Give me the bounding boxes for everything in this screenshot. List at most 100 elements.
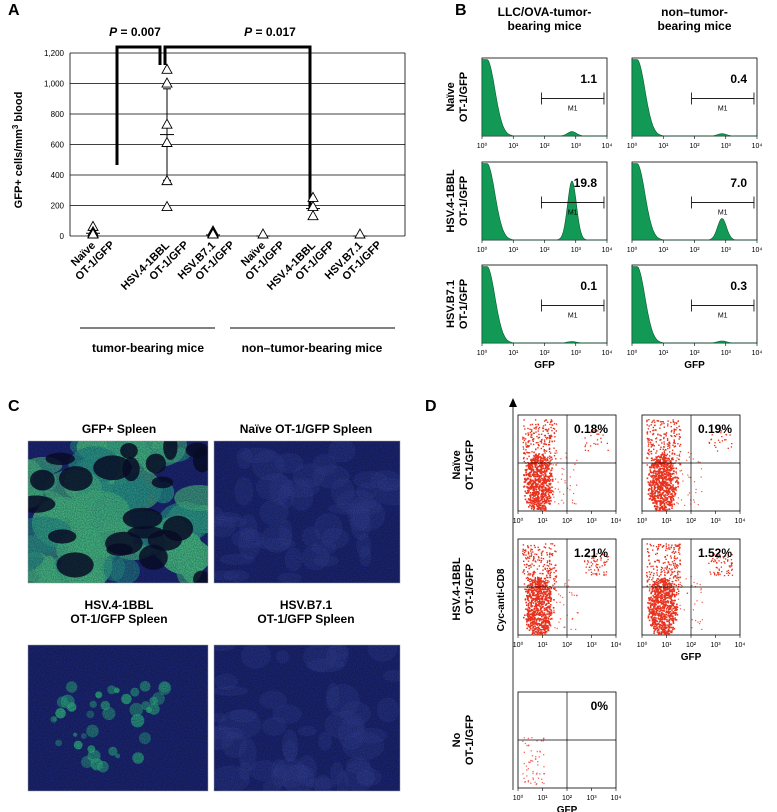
significance-bracket-2 [163,45,312,210]
gate-label: M1 [718,210,728,217]
gate-percent: 0.1 [580,279,597,293]
group-marks [353,228,367,239]
x-tick-label: 10¹ [508,350,519,357]
x-tick-label: 10⁰ [477,142,488,150]
row-label: HSV.4-1BBLOT-1/GFP [445,169,470,232]
x-tick-label: 10² [562,518,573,525]
x-tick-label: 10² [689,350,700,357]
group-label-nontumor: non–tumor-bearing mice [242,341,383,355]
panel-b-label: B [455,2,467,19]
x-category-label: HSV.4-1BBLOT-1/GFP [119,230,191,302]
gate-percent: 1.1 [580,72,597,86]
dot-plot: 0% 10⁰ 10¹ 10² 10³ 10⁴ GFP [513,691,621,812]
x-tick-label: 10² [539,350,550,357]
x-tick-label: 10¹ [537,518,548,525]
data-point [161,200,173,212]
micro-title-naive-spleen: Naïve OT-1/GFP Spleen [239,422,373,436]
dot-plot: 0.18% 10⁰ 10¹ 10² 10³ 10⁴ [513,414,621,525]
panel-a-ylabel: GFP+ cells/mm3 blood [11,92,25,209]
event-dots [522,543,609,636]
x-tick-label: 10² [539,247,550,254]
x-tick-label: 10⁰ [513,794,524,802]
x-tick-label: 10⁰ [637,641,648,649]
x-tick-label: 10⁰ [627,246,638,254]
x-tick-label: 10⁴ [602,350,613,357]
panel-c-label: C [8,398,20,415]
quadrant-percent: 1.21% [574,546,608,560]
x-tick-label: 10⁴ [735,642,746,649]
y-tick-label: 200 [51,202,65,211]
x-tick-label: 10³ [710,518,721,525]
y-tick-label: 800 [51,110,65,119]
micrograph-image [213,440,401,584]
data-point [161,77,173,88]
group-marks [256,228,270,239]
y-tick-label: 1,200 [44,49,65,58]
x-tick-label: 10⁰ [513,641,524,649]
x-tick-label: 10¹ [508,143,519,150]
data-point [161,136,173,147]
x-tick-label: 10² [562,642,573,649]
x-tick-label: 10⁰ [627,142,638,150]
data-point [161,174,173,186]
group-label-tumor: tumor-bearing mice [92,341,204,355]
data-point [87,228,99,239]
gate-label: M1 [568,210,578,217]
row-label: NoOT-1/GFP [451,715,476,765]
histogram-plot: M1 0.3 10⁰ 10¹ 10² 10³ 10⁴ GFP [627,264,763,371]
plot-frame [481,264,608,344]
gate-percent: 7.0 [730,176,747,190]
x-tick-label: 10¹ [661,518,672,525]
y-tick-label: 400 [51,171,65,180]
quadrant-percent: 0% [591,699,609,713]
event-dots [646,543,734,636]
x-tick-label: 10³ [721,247,732,254]
y-tick-label: 600 [51,141,65,150]
x-tick-label: 10³ [721,350,732,357]
x-tick-label: 10⁴ [752,247,763,254]
significance-bracket-1 [115,45,162,165]
data-point [161,118,173,129]
data-point [307,209,319,221]
gate-percent: 0.4 [730,72,747,86]
panel-d-dotplots: Cyc-anti-CD8 NaïveOT-1/GFP HSV.4-1BBLOT-1/… [451,398,746,812]
gate-percent: 0.3 [730,279,747,293]
x-tick-label: 10³ [586,795,597,802]
x-axis-label: GFP [557,805,578,812]
event-dots [522,737,545,786]
x-tick-label: 10² [686,518,697,525]
x-tick-label: 10⁰ [513,517,524,525]
data-point [354,228,366,239]
y-tick-label: 0 [60,232,65,241]
row-label: HSV.4-1BBLOT-1/GFP [451,557,476,620]
x-tick-label: 10⁰ [477,246,488,254]
x-tick-label: 10² [689,143,700,150]
dot-plot: 0.19% 10⁰ 10¹ 10² 10³ 10⁴ [637,414,746,525]
panel-b-histograms: LLC/OVA-tumor-bearing mice non–tumor-bear… [445,5,763,371]
x-tick-label: 10³ [571,350,582,357]
group-marks [306,191,320,221]
x-tick-label: 10⁰ [477,349,488,357]
x-tick-label: 10³ [586,518,597,525]
x-tick-label: 10⁴ [611,642,622,649]
data-point [161,63,173,74]
group-marks [86,220,100,239]
gate-label: M1 [718,313,728,320]
x-tick-label: 10⁴ [752,350,763,357]
histogram-plot: M1 7.0 10⁰ 10¹ 10² 10³ 10⁴ [627,161,763,254]
x-tick-label: 10⁴ [735,518,746,525]
x-tick-label: 10² [686,642,697,649]
panel-a-chart: GFP+ cells/mm3 blood P = 0.007 P = 0.017… [11,25,406,355]
plot-frame [631,161,758,241]
quadrant-percent: 0.18% [574,422,608,436]
x-tick-label: 10² [539,143,550,150]
x-axis-label: GFP [534,360,555,371]
histogram-plot: M1 19.8 10⁰ 10¹ 10² 10³ 10⁴ [477,161,612,254]
panel-c-micrographs [27,440,401,792]
micro-title-b71-spleen: HSV.B7.1 OT-1/GFP Spleen [257,598,355,626]
gate-percent: 19.8 [574,176,598,190]
x-axis-label: GFP [684,360,705,371]
plot-frame [481,57,608,137]
micrograph-image [213,644,401,792]
x-axis-label: GFP [681,652,702,663]
